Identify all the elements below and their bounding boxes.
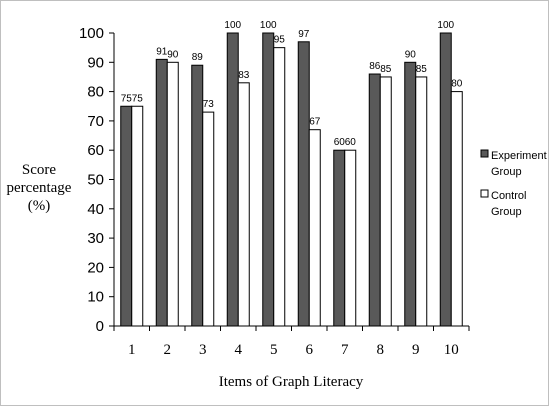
x-tick-label: 10 xyxy=(444,342,459,358)
bar-experiment-10 xyxy=(439,32,452,327)
y-tick-label: 10 xyxy=(87,289,104,306)
data-label: 100 xyxy=(224,20,241,31)
bar-control-7 xyxy=(344,149,357,327)
legend-label-control: Control xyxy=(491,190,526,202)
data-label: 60 xyxy=(345,137,357,148)
y-tick-label: 0 xyxy=(96,318,104,335)
data-label: 67 xyxy=(309,117,321,128)
bar-control-5 xyxy=(273,47,286,327)
legend-label-experiment: Group xyxy=(491,166,522,178)
bar-control-9 xyxy=(415,76,428,327)
data-label: 91 xyxy=(156,46,168,57)
y-axis-title-line: percentage xyxy=(7,180,72,196)
data-label: 90 xyxy=(405,49,417,60)
data-label: 75 xyxy=(132,93,144,104)
x-tick-label: 2 xyxy=(164,342,172,358)
bar-control-6 xyxy=(308,129,321,327)
bar-control-2 xyxy=(166,61,179,327)
y-tick-label: 20 xyxy=(87,259,104,276)
legend-label-experiment: Experiment xyxy=(491,150,547,162)
x-tick-label: 4 xyxy=(235,342,243,358)
bar-experiment-5 xyxy=(262,32,275,327)
data-label: 100 xyxy=(437,20,454,31)
data-label: 80 xyxy=(451,79,463,90)
data-label: 89 xyxy=(192,52,204,63)
x-axis-title: Items of Graph Literacy xyxy=(219,374,364,390)
y-tick-label: 50 xyxy=(87,172,104,189)
data-label: 86 xyxy=(369,61,381,72)
y-axis-title-line: Score xyxy=(22,162,56,178)
y-axis-title-line: (%) xyxy=(28,198,51,214)
x-tick-label: 6 xyxy=(306,342,314,358)
data-label: 60 xyxy=(334,137,346,148)
bar-control-10 xyxy=(450,91,463,327)
x-tick-label: 7 xyxy=(341,342,349,358)
legend: Experiment Group Control Group xyxy=(480,149,547,218)
data-label: 100 xyxy=(260,20,277,31)
data-label: 83 xyxy=(238,70,250,81)
bar-experiment-8 xyxy=(368,73,381,327)
x-tick-label: 9 xyxy=(412,342,420,358)
y-tick-label: 100 xyxy=(79,25,104,42)
y-axis-title: Score percentage (%) xyxy=(7,162,72,214)
x-tick-label: 1 xyxy=(128,342,136,358)
y-tick-label: 60 xyxy=(87,142,104,159)
legend-label-control: Group xyxy=(491,206,522,218)
y-tick-label: 70 xyxy=(87,113,104,130)
data-label: 85 xyxy=(416,64,428,75)
bar-control-8 xyxy=(379,76,392,327)
bar-control-4 xyxy=(237,82,250,327)
bar-control-1 xyxy=(131,105,144,327)
x-tick-label: 5 xyxy=(270,342,278,358)
bar-experiment-1 xyxy=(120,105,133,327)
bar-experiment-3 xyxy=(191,64,204,327)
bar-experiment-6 xyxy=(297,41,310,327)
bar-experiment-2 xyxy=(155,58,168,327)
y-tick-label: 80 xyxy=(87,84,104,101)
legend-swatch-control xyxy=(480,189,489,198)
bar-experiment-4 xyxy=(226,32,239,327)
data-label: 75 xyxy=(121,93,133,104)
data-label: 95 xyxy=(274,35,286,46)
x-tick-label: 8 xyxy=(377,342,385,358)
x-tick-label: 3 xyxy=(199,342,207,358)
bar-experiment-7 xyxy=(333,149,346,327)
data-label: 97 xyxy=(298,29,310,40)
bar-control-3 xyxy=(202,111,215,327)
data-label: 90 xyxy=(167,49,179,60)
y-tick-label: 40 xyxy=(87,201,104,218)
legend-swatch-experiment xyxy=(480,149,489,158)
data-label: 73 xyxy=(203,99,215,110)
y-tick-label: 90 xyxy=(87,54,104,71)
bar-experiment-9 xyxy=(404,61,417,327)
y-tick-label: 30 xyxy=(87,230,104,247)
data-label: 85 xyxy=(380,64,392,75)
